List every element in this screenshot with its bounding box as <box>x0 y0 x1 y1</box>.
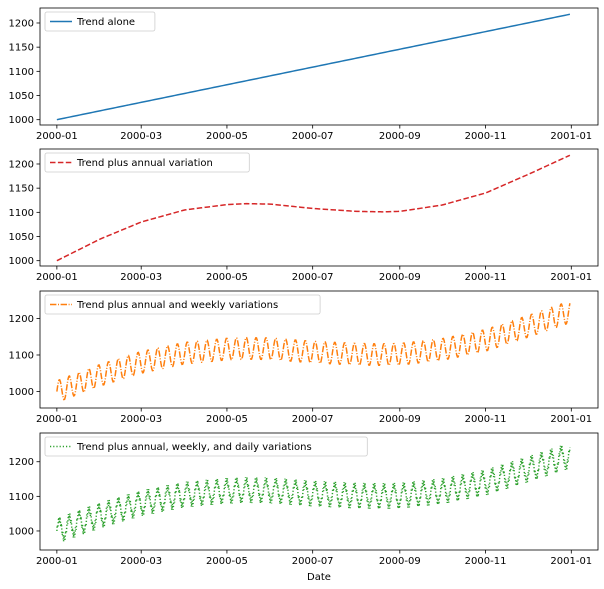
axes-frame <box>39 432 599 551</box>
legend-box <box>44 11 156 32</box>
x-tick-label: 2000-01 <box>36 131 78 142</box>
y-tick-label: 1100 <box>9 492 34 503</box>
x-tick-label: 2000-05 <box>206 272 248 283</box>
subplot-2: 2000-01 2000-03 2000-05 2000-07 2000-09 2000-… <box>9 148 599 283</box>
y-tick-label: 1150 <box>9 43 34 54</box>
x-tick-label: 2000-05 <box>206 414 248 425</box>
x-tick-label: 2000-07 <box>292 556 334 567</box>
axes-frame <box>39 148 599 267</box>
legend-label: Trend plus annual and weekly variations <box>76 300 278 311</box>
legend-label: Trend plus annual, weekly, and daily var… <box>76 442 312 453</box>
y-tick-label: 1050 <box>9 91 34 102</box>
y-tick-label: 1000 <box>9 256 34 267</box>
legend-box <box>44 294 321 315</box>
legend-box <box>44 152 250 173</box>
x-tick-label: 2000-09 <box>379 272 421 283</box>
subplot-3: 2000-01 2000-03 2000-05 2000-07 2000-09 2000-… <box>9 290 599 425</box>
y-tick-label: 1000 <box>9 387 34 398</box>
series-line-1 <box>56 303 571 401</box>
series-line-1 <box>56 13 571 121</box>
y-tick-label: 1100 <box>9 208 34 219</box>
x-tick-label: 2000-01 <box>36 272 78 283</box>
x-tick-label: 2000-05 <box>206 556 248 567</box>
x-tick-label: 2001-01 <box>550 272 592 283</box>
x-tick-label: 2000-09 <box>379 131 421 142</box>
legend-label: Trend alone <box>76 17 135 28</box>
x-tick-label: 2000-09 <box>379 556 421 567</box>
x-tick-label: 2000-09 <box>379 414 421 425</box>
y-tick-label: 1200 <box>9 314 34 325</box>
x-tick-label: 2000-11 <box>465 272 507 283</box>
axes-frame <box>39 290 599 409</box>
x-tick-label: 2001-01 <box>550 556 592 567</box>
x-tick-label: 2000-03 <box>120 556 162 567</box>
subplot-1: 2000-01 2000-03 2000-05 2000-07 2000-09 2000-… <box>9 7 599 142</box>
y-tick-label: 1000 <box>9 526 34 537</box>
x-tick-label: 2000-07 <box>292 131 334 142</box>
x-tick-label: 2001-01 <box>550 131 592 142</box>
x-tick-label: 2000-05 <box>206 131 248 142</box>
x-tick-label: 2001-01 <box>550 414 592 425</box>
y-tick-label: 1200 <box>9 457 34 468</box>
series-line-1 <box>56 445 571 542</box>
y-tick-label: 1050 <box>9 232 34 243</box>
x-tick-label: 2000-11 <box>465 414 507 425</box>
x-tick-label: 2000-07 <box>292 414 334 425</box>
y-tick-label: 1200 <box>9 159 34 170</box>
x-tick-label: 2000-07 <box>292 272 334 283</box>
x-tick-label: 2000-01 <box>36 556 78 567</box>
x-tick-label: 2000-03 <box>120 131 162 142</box>
x-tick-label: 2000-03 <box>120 272 162 283</box>
x-tick-label: 2000-01 <box>36 414 78 425</box>
y-tick-label: 1200 <box>9 18 34 29</box>
x-tick-label: 2000-11 <box>465 131 507 142</box>
y-tick-label: 1100 <box>9 67 34 78</box>
legend-box <box>44 436 368 457</box>
y-tick-label: 1000 <box>9 115 34 126</box>
y-tick-label: 1100 <box>9 350 34 361</box>
subplot-4: 2000-01 2000-03 2000-05 2000-07 2000-09 2000-… <box>9 432 599 567</box>
x-tick-label: 2000-11 <box>465 556 507 567</box>
x-tick-label: 2000-03 <box>120 414 162 425</box>
x-axis-label: Date <box>307 572 331 583</box>
axes-frame <box>39 7 599 126</box>
y-tick-label: 1150 <box>9 184 34 195</box>
legend-label: Trend plus annual variation <box>76 158 213 169</box>
